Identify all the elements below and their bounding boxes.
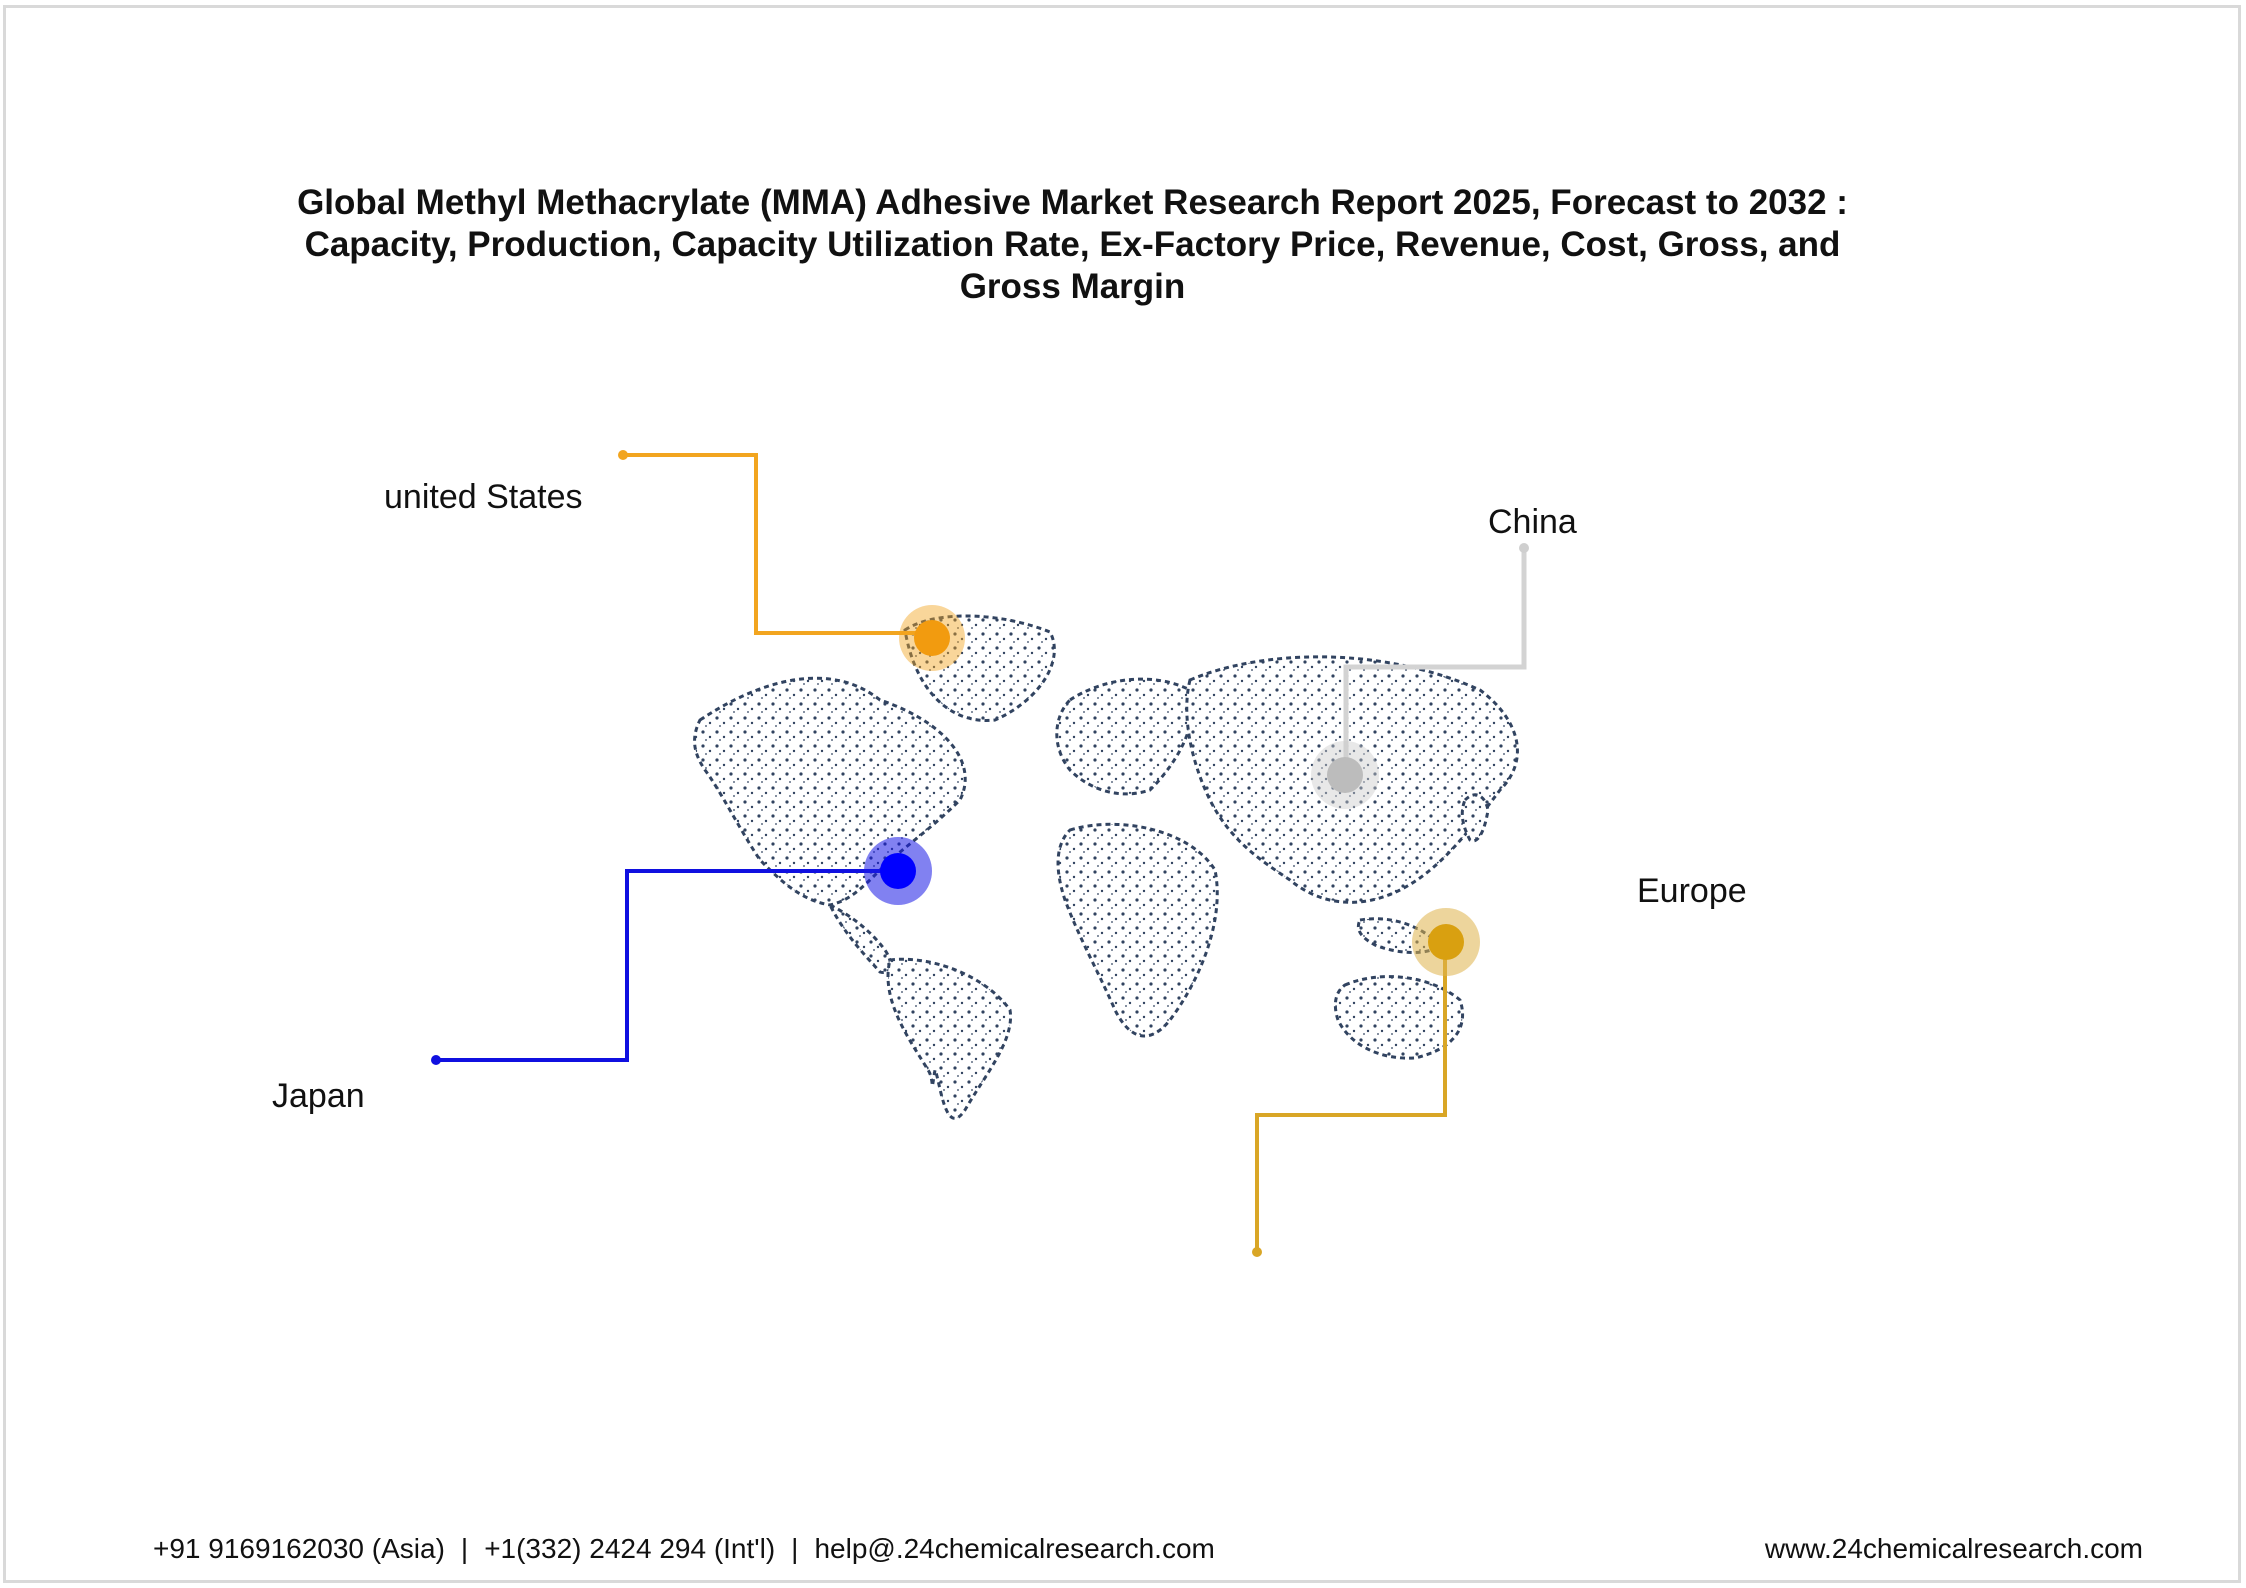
connector-china [1343,548,1527,772]
pin-china [1327,757,1363,793]
footer-contact: +91 9169162030 (Asia) | +1(332) 2424 294 (… [153,1533,1215,1565]
title-line-3: Gross Margin [959,267,1186,306]
label-united-states: united States [384,478,582,516]
world-map-icon [693,614,1519,1120]
phone-asia[interactable]: +91 9169162030 (Asia) [153,1533,445,1564]
footer-separator: | [460,1533,469,1564]
pin-united-states [914,620,950,656]
label-china: China [1488,503,1577,541]
page-frame [3,5,2241,1583]
connector-united-states [623,453,932,635]
connector-dot-europe [1252,1247,1262,1257]
label-europe: Europe [1637,872,1747,910]
footer-separator: | [791,1533,799,1564]
connector-dot-china [1519,543,1529,553]
website-link[interactable]: www.24chemicalresearch.com [1764,1533,2143,1564]
marker-china[interactable] [1311,543,1529,809]
label-japan: Japan [272,1077,365,1115]
connector-japan [436,869,898,1062]
marker-japan[interactable] [431,837,932,1065]
pin-japan [880,853,916,889]
title-line-1: Global Methyl Methacrylate (MMA) Adhesiv… [297,183,1848,222]
marker-united-states[interactable] [618,450,965,671]
title-line-2: Capacity, Production, Capacity Utilizati… [304,225,1841,264]
report-title: Global Methyl Methacrylate (MMA) Adhesiv… [200,182,1945,308]
phone-intl[interactable]: +1(332) 2424 294 (Int'l) [484,1533,776,1564]
connector-dot-united-states [618,450,628,460]
connector-dot-japan [431,1055,441,1065]
email-link[interactable]: help@.24chemicalresearch.com [814,1533,1215,1564]
pin-europe [1428,924,1464,960]
connector-europe [1255,942,1447,1252]
marker-europe[interactable] [1252,908,1480,1257]
